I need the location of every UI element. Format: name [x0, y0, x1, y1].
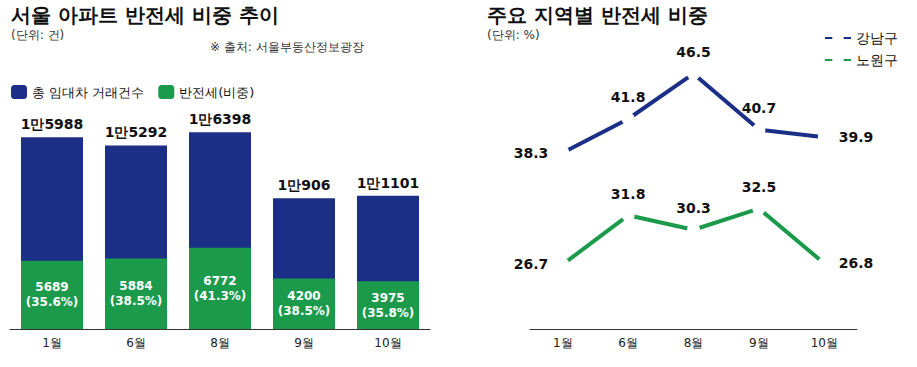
svg-text:반전세(비중): 반전세(비중): [179, 85, 254, 100]
svg-text:(단위: %): (단위: %): [487, 28, 540, 42]
svg-text:주요 지역별 반전세 비중: 주요 지역별 반전세 비중: [487, 3, 708, 27]
svg-text:1월: 1월: [42, 336, 62, 350]
svg-text:1만5988: 1만5988: [21, 116, 84, 132]
svg-text:총 임대차 거래건수: 총 임대차 거래건수: [32, 85, 144, 100]
svg-text:26.7: 26.7: [514, 256, 549, 272]
svg-text:10월: 10월: [811, 336, 838, 350]
svg-text:※ 출처: 서울부동산정보광장: ※ 출처: 서울부동산정보광장: [210, 40, 364, 54]
svg-text:4200: 4200: [287, 289, 320, 303]
svg-text:6월: 6월: [618, 336, 638, 350]
svg-text:노원구: 노원구: [856, 52, 898, 68]
svg-text:1월: 1월: [553, 336, 573, 350]
svg-text:(38.5%): (38.5%): [110, 294, 163, 308]
svg-text:1만5292: 1만5292: [105, 124, 168, 140]
svg-text:40.7: 40.7: [742, 100, 777, 116]
svg-text:(35.6%): (35.6%): [26, 295, 79, 309]
svg-text:(단위: 건): (단위: 건): [11, 28, 64, 42]
svg-text:1만6398: 1만6398: [189, 111, 252, 127]
svg-text:46.5: 46.5: [676, 44, 711, 60]
svg-text:10월: 10월: [374, 336, 401, 350]
svg-text:38.3: 38.3: [514, 145, 549, 161]
svg-text:(41.3%): (41.3%): [194, 289, 247, 303]
svg-text:1만906: 1만906: [278, 177, 331, 193]
svg-text:8월: 8월: [210, 336, 230, 350]
svg-text:32.5: 32.5: [742, 179, 777, 195]
svg-text:31.8: 31.8: [611, 186, 646, 202]
svg-text:41.8: 41.8: [611, 89, 646, 105]
svg-text:서울 아파트 반전세 비중 추이: 서울 아파트 반전세 비중 추이: [11, 3, 279, 27]
svg-text:(38.5%): (38.5%): [278, 304, 331, 318]
svg-text:9월: 9월: [294, 336, 314, 350]
svg-text:39.9: 39.9: [839, 129, 874, 145]
svg-text:(35.8%): (35.8%): [362, 306, 415, 320]
svg-text:26.8: 26.8: [839, 255, 874, 271]
svg-text:5689: 5689: [35, 280, 68, 294]
svg-text:30.3: 30.3: [676, 200, 711, 216]
svg-text:1만1101: 1만1101: [357, 175, 420, 191]
svg-text:3975: 3975: [371, 291, 404, 305]
svg-text:5884: 5884: [119, 279, 152, 293]
svg-text:9월: 9월: [749, 336, 769, 350]
svg-text:강남구: 강남구: [856, 30, 898, 46]
svg-text:8월: 8월: [684, 336, 704, 350]
svg-text:6월: 6월: [126, 336, 146, 350]
svg-text:6772: 6772: [203, 274, 236, 288]
